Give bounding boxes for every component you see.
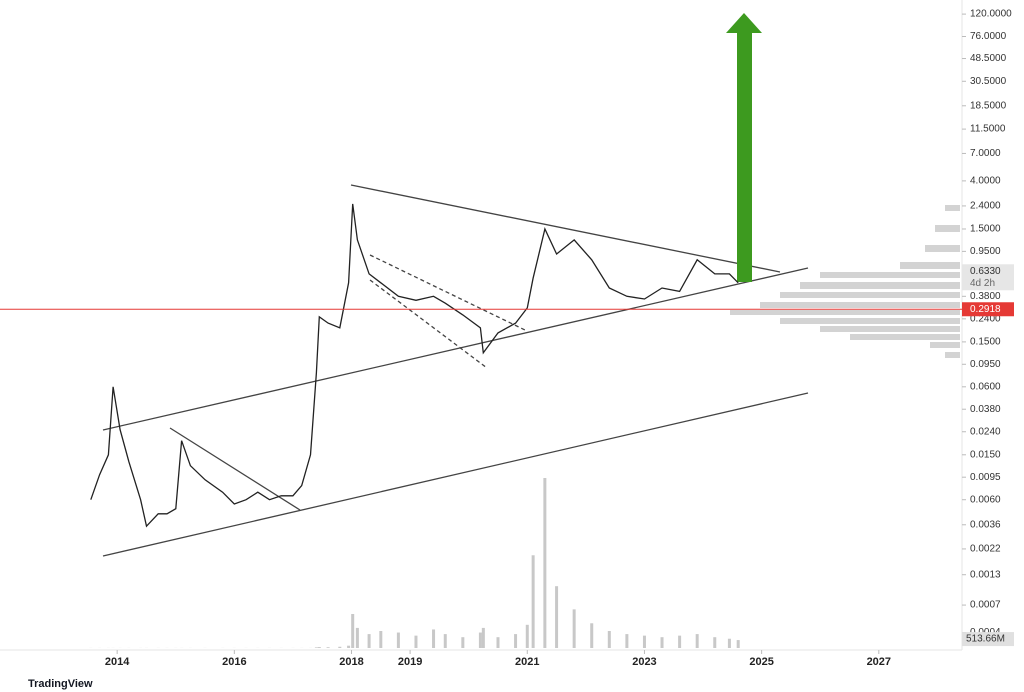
y-tick-label: 0.0022 — [970, 544, 1001, 555]
volume-bar — [514, 634, 518, 648]
volume-bar — [314, 647, 318, 648]
y-tick-label: 76.0000 — [970, 31, 1007, 42]
y-tick-label: 18.5000 — [970, 100, 1007, 111]
y-tick-label: 0.0150 — [970, 449, 1001, 460]
y-tick-label: 11.5000 — [970, 124, 1006, 135]
volume-bar — [351, 614, 355, 648]
y-tick-label: 0.0950 — [970, 359, 1001, 370]
y-tick-label: 0.0060 — [970, 494, 1001, 505]
y-tick-label: 0.3800 — [970, 291, 1001, 302]
y-tick-label: 0.9500 — [970, 246, 1001, 257]
y-tick-label: 0.1500 — [970, 337, 1001, 348]
price-line-tag — [962, 302, 1014, 317]
x-tick-label: 2019 — [398, 656, 422, 668]
y-tick-label: 0.0095 — [970, 472, 1001, 483]
volume-bar — [660, 637, 664, 648]
price-line-label: 0.2918 — [970, 304, 1001, 315]
price-line — [90, 203, 739, 528]
y-tick-label: 30.5000 — [970, 76, 1007, 87]
y-tick-label: 0.0380 — [970, 404, 1001, 415]
x-tick-label: 2021 — [515, 656, 539, 668]
volume-bar — [338, 646, 342, 648]
y-tick-label: 1.5000 — [970, 224, 1001, 235]
y-tick-label: 48.5000 — [970, 53, 1007, 64]
y-tick-label: 4.0000 — [970, 176, 1001, 187]
volume-bar — [543, 478, 547, 648]
volume-profile — [730, 205, 960, 358]
volume-bar — [326, 647, 330, 648]
x-tick-label: 2016 — [222, 656, 246, 668]
x-tick-label: 2027 — [867, 656, 891, 668]
volume-bar — [432, 629, 436, 648]
x-tick-label: 2025 — [749, 656, 773, 668]
volume-bar — [317, 647, 321, 648]
green-arrow — [726, 13, 762, 282]
x-tick-label: 2018 — [339, 656, 363, 668]
volume-bar — [396, 632, 400, 648]
volume-bar — [625, 634, 629, 648]
y-tick-label: 0.0036 — [970, 519, 1001, 530]
volume-bar — [496, 637, 500, 648]
volume-bar — [531, 555, 535, 648]
volume-bar — [367, 634, 371, 648]
y-tick-label: 7.0000 — [970, 148, 1001, 159]
volume-bar — [607, 631, 611, 648]
current-price-tag — [962, 264, 1014, 291]
volume-bar — [695, 634, 699, 648]
volume-bar — [678, 635, 682, 648]
countdown-label: 4d 2h — [970, 278, 995, 289]
y-tick-label: 0.0600 — [970, 381, 1001, 392]
volume-bar — [736, 640, 740, 648]
volume-bar — [461, 637, 465, 648]
volume-bar — [347, 645, 351, 648]
volume-label: 513.66M — [966, 634, 1005, 645]
y-tick-label: 2.4000 — [970, 201, 1001, 212]
y-tick-label: 0.0007 — [970, 600, 1001, 611]
x-tick-label: 2014 — [105, 656, 130, 668]
y-tick-label: 120.0000 — [970, 9, 1012, 20]
volume-bar — [414, 635, 418, 648]
trend-lines — [102, 184, 809, 557]
volume-bar — [379, 631, 383, 648]
volume-bar — [590, 623, 594, 648]
volume-bar — [355, 627, 359, 648]
current-price-label: 0.6330 — [970, 266, 1001, 277]
y-tick-label: 0.0240 — [970, 426, 1001, 437]
volume-tag — [962, 632, 1014, 647]
volume-bar — [481, 627, 485, 648]
volume-bar — [572, 609, 576, 648]
volume-bar — [525, 624, 529, 648]
y-tick-label: 0.0013 — [970, 569, 1001, 580]
volume-bar — [713, 637, 717, 648]
volume-bar — [443, 634, 447, 648]
volume-bar — [478, 632, 482, 648]
watermark: TradingView — [28, 678, 93, 690]
volume-bar — [642, 635, 646, 648]
volume-bar — [727, 638, 731, 648]
volume-bar — [555, 586, 559, 648]
x-tick-label: 2023 — [632, 656, 656, 668]
y-tick-label: 0.2400 — [970, 313, 1001, 324]
